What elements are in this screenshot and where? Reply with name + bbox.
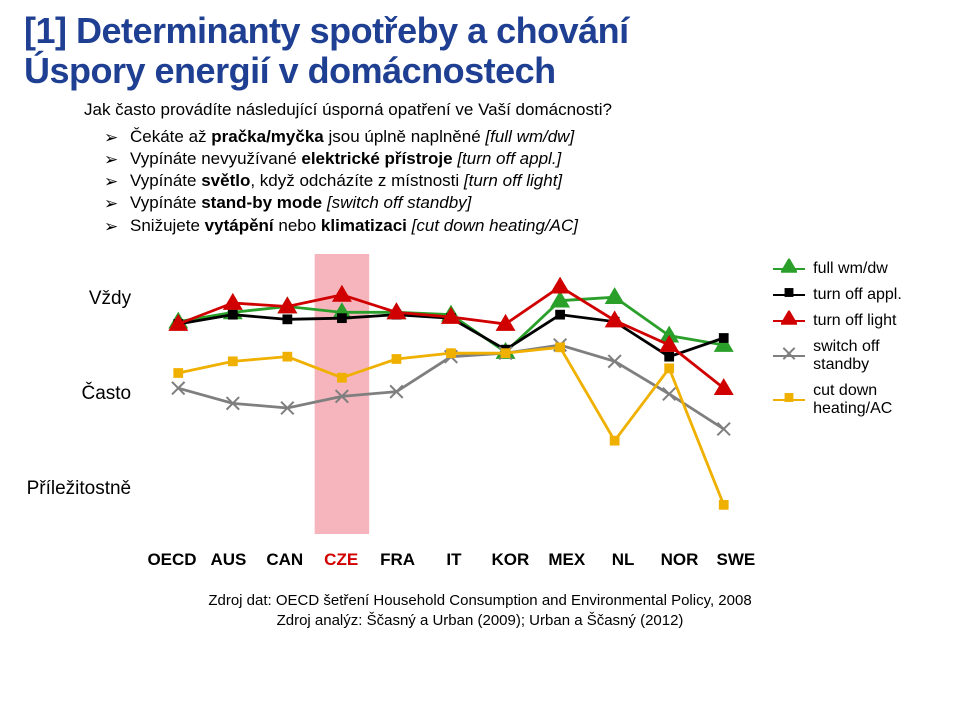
bullet-item: ➢Vypínáte stand-by mode [switch off stan…: [104, 192, 936, 213]
legend-swatch: [773, 355, 805, 357]
slide-page: [1] Determinanty spotřeby a chování Úspo…: [0, 0, 960, 705]
series-marker-turn_off_light: [551, 277, 569, 292]
series-marker-turn_off_appl: [719, 333, 728, 342]
series-marker-turn_off_light: [606, 311, 624, 326]
legend-item: cut downheating/AC: [773, 382, 936, 418]
legend-item: full wm/dw: [773, 260, 936, 278]
series-marker-cut_down_heating: [229, 357, 238, 366]
legend-swatch: [773, 399, 805, 401]
source-line-2: Zdroj analýz: Ščasný a Urban (2009); Urb…: [24, 612, 936, 629]
chart-container: Vždy Často Příležitostně full wm/dw turn …: [24, 244, 936, 544]
legend-label: cut downheating/AC: [813, 382, 892, 418]
legend-marker-icon: [781, 345, 797, 366]
bullet-arrow-icon: ➢: [104, 171, 118, 192]
series-marker-cut_down_heating: [338, 373, 347, 382]
source-line-1: Zdroj dat: OECD šetření Household Consum…: [24, 592, 936, 609]
series-marker-cut_down_heating: [610, 436, 619, 445]
legend-swatch: [773, 294, 805, 296]
legend-label: turn off appl.: [813, 286, 902, 304]
legend-item: switch off standby: [773, 338, 936, 374]
series-line-cut_down_heating: [178, 347, 723, 505]
series-marker-switch_off_standby: [663, 388, 676, 401]
xaxis-label: IT: [426, 550, 482, 570]
ylabel-prilezitostne: Příležitostně: [24, 444, 141, 534]
xaxis-label: MEX: [539, 550, 595, 570]
series-marker-turn_off_appl: [229, 310, 238, 319]
series-marker-cut_down_heating: [665, 364, 674, 373]
xaxis-label: OECD: [144, 550, 200, 570]
series-marker-turn_off_appl: [283, 315, 292, 324]
series-marker-cut_down_heating: [447, 349, 456, 358]
series-marker-cut_down_heating: [392, 354, 401, 363]
title-line-1: [1] Determinanty spotřeby a chování: [24, 12, 936, 50]
y-axis-labels: Vždy Často Příležitostně: [24, 244, 141, 534]
ylabel-vzdy: Vždy: [24, 254, 141, 344]
chart-svg: [141, 244, 761, 544]
legend-item: turn off appl.: [773, 286, 936, 304]
legend-swatch: [773, 320, 805, 322]
question-text: Jak často provádíte následující úsporná …: [84, 100, 936, 120]
legend-marker-icon: [781, 258, 797, 279]
ylabel-casto: Často: [24, 349, 141, 439]
series-marker-turn_off_light: [224, 294, 242, 309]
bullet-item: ➢Snižujete vytápění nebo klimatizaci [cu…: [104, 215, 936, 236]
legend-swatch: [773, 268, 805, 270]
bullet-arrow-icon: ➢: [104, 149, 118, 170]
xaxis-label: KOR: [482, 550, 538, 570]
xaxis-label: AUS: [200, 550, 256, 570]
legend-label: switch off standby: [813, 338, 936, 374]
series-marker-cut_down_heating: [501, 349, 510, 358]
xaxis-label: SWE: [708, 550, 764, 570]
bullet-list: ➢Čekáte až pračka/myčka jsou úplně napln…: [104, 126, 936, 236]
series-line-turn_off_light: [178, 287, 723, 389]
legend-marker-icon: [781, 310, 797, 331]
bullet-arrow-icon: ➢: [104, 193, 118, 214]
series-marker-cut_down_heating: [174, 368, 183, 377]
series-marker-cut_down_heating: [556, 343, 565, 352]
sources: Zdroj dat: OECD šetření Household Consum…: [24, 592, 936, 629]
series-marker-cut_down_heating: [283, 352, 292, 361]
legend-marker-icon: [781, 389, 797, 410]
xaxis-label: CAN: [257, 550, 313, 570]
bullet-arrow-icon: ➢: [104, 127, 118, 148]
xaxis-label: NL: [595, 550, 651, 570]
legend-label: turn off light: [813, 312, 896, 330]
legend: full wm/dw turn off appl. turn off light sw…: [773, 252, 936, 426]
bullet-item: ➢Vypínáte nevyužívané elektrické přístro…: [104, 148, 936, 169]
xaxis-label: NOR: [652, 550, 708, 570]
series-marker-turn_off_appl: [665, 352, 674, 361]
series-marker-turn_off_appl: [556, 310, 565, 319]
bullet-item: ➢Čekáte až pračka/myčka jsou úplně napln…: [104, 126, 936, 147]
series-marker-turn_off_appl: [338, 314, 347, 323]
series-marker-full_wm_dw: [606, 288, 624, 303]
legend-label: full wm/dw: [813, 260, 888, 278]
title-line-2: Úspory energií v domácnostech: [24, 52, 936, 90]
series-marker-cut_down_heating: [719, 500, 728, 509]
xaxis-label: CZE: [313, 550, 369, 570]
legend-item: turn off light: [773, 312, 936, 330]
bullet-item: ➢Vypínáte světlo, když odcházíte z místn…: [104, 170, 936, 191]
xaxis-label: FRA: [370, 550, 426, 570]
x-axis-labels: OECDAUSCANCZEFRAITKORMEXNLNORSWE: [144, 550, 764, 570]
bullet-arrow-icon: ➢: [104, 216, 118, 237]
legend-marker-icon: [781, 284, 797, 305]
series-marker-switch_off_standby: [718, 423, 731, 436]
